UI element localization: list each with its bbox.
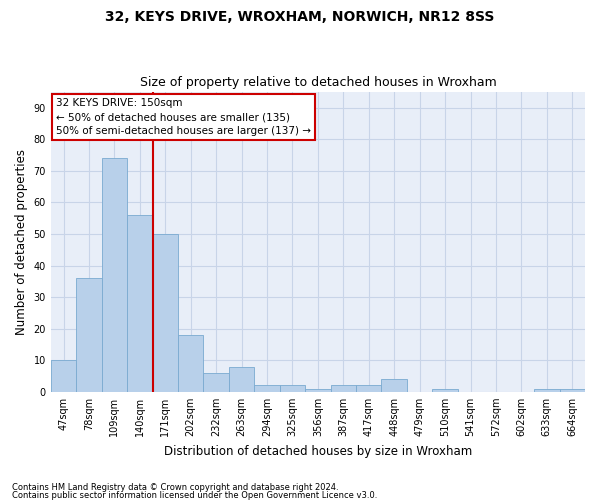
Bar [254,386,280,392]
Bar [331,386,356,392]
Y-axis label: Number of detached properties: Number of detached properties [15,149,28,335]
Bar [101,158,127,392]
Bar [560,388,585,392]
X-axis label: Distribution of detached houses by size in Wroxham: Distribution of detached houses by size … [164,444,472,458]
Text: 32 KEYS DRIVE: 150sqm
← 50% of detached houses are smaller (135)
50% of semi-det: 32 KEYS DRIVE: 150sqm ← 50% of detached … [56,98,311,136]
Bar [356,386,382,392]
Bar [178,335,203,392]
Text: 32, KEYS DRIVE, WROXHAM, NORWICH, NR12 8SS: 32, KEYS DRIVE, WROXHAM, NORWICH, NR12 8… [106,10,494,24]
Bar [51,360,76,392]
Bar [433,388,458,392]
Bar [127,215,152,392]
Text: Contains public sector information licensed under the Open Government Licence v3: Contains public sector information licen… [12,490,377,500]
Bar [229,366,254,392]
Title: Size of property relative to detached houses in Wroxham: Size of property relative to detached ho… [140,76,496,90]
Bar [203,373,229,392]
Text: Contains HM Land Registry data © Crown copyright and database right 2024.: Contains HM Land Registry data © Crown c… [12,484,338,492]
Bar [152,234,178,392]
Bar [305,388,331,392]
Bar [280,386,305,392]
Bar [382,379,407,392]
Bar [534,388,560,392]
Bar [76,278,101,392]
